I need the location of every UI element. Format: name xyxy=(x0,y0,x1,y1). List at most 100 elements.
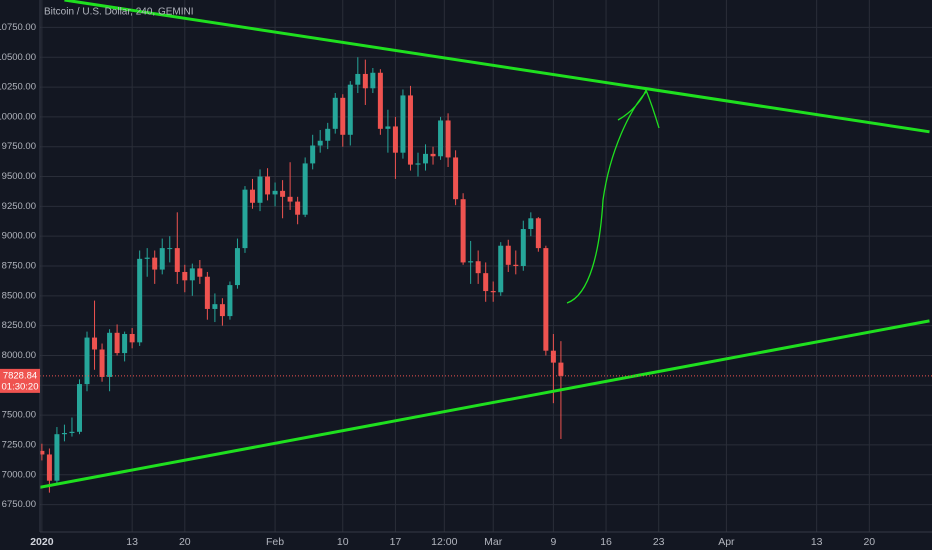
candle-body xyxy=(204,276,210,309)
candle-body xyxy=(535,218,541,249)
candle-body xyxy=(114,332,120,354)
candle-body xyxy=(347,84,353,135)
candle-body xyxy=(99,349,105,377)
x-tick-label: 13 xyxy=(811,536,823,548)
candle-body xyxy=(295,201,301,215)
y-tick-label: 8750.00 xyxy=(2,261,36,272)
x-tick-label: 9 xyxy=(550,536,556,548)
candle-body xyxy=(144,257,150,259)
candle-body xyxy=(182,271,188,281)
x-tick-label: 23 xyxy=(653,536,665,548)
candle-body xyxy=(84,337,90,385)
x-tick-label: 10 xyxy=(337,536,349,548)
y-tick-label: 6750.00 xyxy=(2,499,36,510)
candle-body xyxy=(528,218,534,230)
chart-title: Bitcoin / U.S. Dollar, 240, GEMINI xyxy=(44,7,194,18)
candle-body xyxy=(415,163,421,165)
candle-body xyxy=(407,95,413,165)
candle-body xyxy=(265,176,271,195)
candle-body xyxy=(505,245,511,265)
candle-body xyxy=(92,337,98,350)
y-tick-label: 10250.00 xyxy=(0,82,36,93)
candle-body xyxy=(242,189,248,249)
x-tick-label: 20 xyxy=(863,536,875,548)
candle-body xyxy=(332,97,338,129)
y-tick-label: 9000.00 xyxy=(2,231,36,242)
y-tick-label: 9500.00 xyxy=(2,171,36,182)
candle-body xyxy=(212,304,218,309)
y-tick-label: 9250.00 xyxy=(2,201,36,212)
candle-body xyxy=(280,190,286,197)
candle-body xyxy=(137,258,143,343)
trendline xyxy=(64,0,930,134)
candle-body xyxy=(453,157,459,200)
candle-body xyxy=(392,126,398,153)
candle-body xyxy=(250,189,256,203)
candle-body xyxy=(219,304,225,317)
candle-body xyxy=(558,362,564,376)
candle-body xyxy=(550,350,556,363)
candle-body xyxy=(107,332,113,377)
candle-body xyxy=(543,248,549,351)
candle-body xyxy=(513,264,519,266)
y-tick-label: 10000.00 xyxy=(0,111,36,122)
y-tick-label: 8500.00 xyxy=(2,290,36,301)
candle-body xyxy=(340,97,346,135)
countdown-label: 01:30:20 xyxy=(2,381,39,392)
candle-body xyxy=(423,153,429,164)
y-tick-label: 9750.00 xyxy=(2,141,36,152)
candle-body xyxy=(61,432,67,435)
y-tick-label: 8250.00 xyxy=(2,320,36,331)
candle-body xyxy=(325,128,331,141)
candle-body xyxy=(76,384,82,432)
candle-body xyxy=(520,229,526,266)
candle-body xyxy=(174,248,180,272)
candle-body xyxy=(362,73,368,89)
candle-body xyxy=(400,95,406,153)
candle-body xyxy=(355,73,361,85)
candle-body xyxy=(40,450,45,455)
candle-body xyxy=(302,163,308,215)
candle-body xyxy=(475,261,481,274)
x-tick-label: 13 xyxy=(126,536,138,548)
candle-body xyxy=(227,285,233,317)
y-tick-label: 10750.00 xyxy=(0,22,36,33)
last-price-label: 7828.84 xyxy=(3,370,37,381)
y-tick-label: 7000.00 xyxy=(2,469,36,480)
candle-body xyxy=(490,291,496,293)
x-tick-label: 20 xyxy=(179,536,191,548)
last-price-box xyxy=(0,368,40,393)
candle-body xyxy=(483,273,489,292)
x-tick-label: 17 xyxy=(390,536,402,548)
x-tick-label: Feb xyxy=(266,536,284,548)
candle-body xyxy=(189,268,195,281)
x-tick-label: Mar xyxy=(484,536,503,548)
candle-body xyxy=(438,120,444,157)
candle-body xyxy=(197,268,203,277)
y-tick-label: 8000.00 xyxy=(2,350,36,361)
candle-body xyxy=(460,199,466,263)
candle-body xyxy=(234,248,240,286)
candle-body xyxy=(152,257,158,270)
hand-drawn-arrow xyxy=(566,88,660,304)
candle-body xyxy=(468,261,474,263)
candle-body xyxy=(129,333,135,343)
x-tick-label: 2020 xyxy=(30,536,54,548)
y-tick-label: 7500.00 xyxy=(2,410,36,421)
candle-body xyxy=(122,333,128,354)
candle-body xyxy=(46,454,52,481)
candle-body xyxy=(167,248,173,250)
candle-body xyxy=(445,120,451,158)
candle-body xyxy=(272,190,278,195)
candle-body xyxy=(257,176,263,203)
candle-body xyxy=(317,140,323,146)
candle-body xyxy=(159,248,165,270)
y-tick-label: 10500.00 xyxy=(0,52,36,63)
x-tick-label: 16 xyxy=(600,536,612,548)
trendline xyxy=(40,319,930,489)
y-tick-label: 7250.00 xyxy=(2,439,36,450)
candle-body xyxy=(370,72,376,89)
x-tick-label: Apr xyxy=(718,536,735,548)
